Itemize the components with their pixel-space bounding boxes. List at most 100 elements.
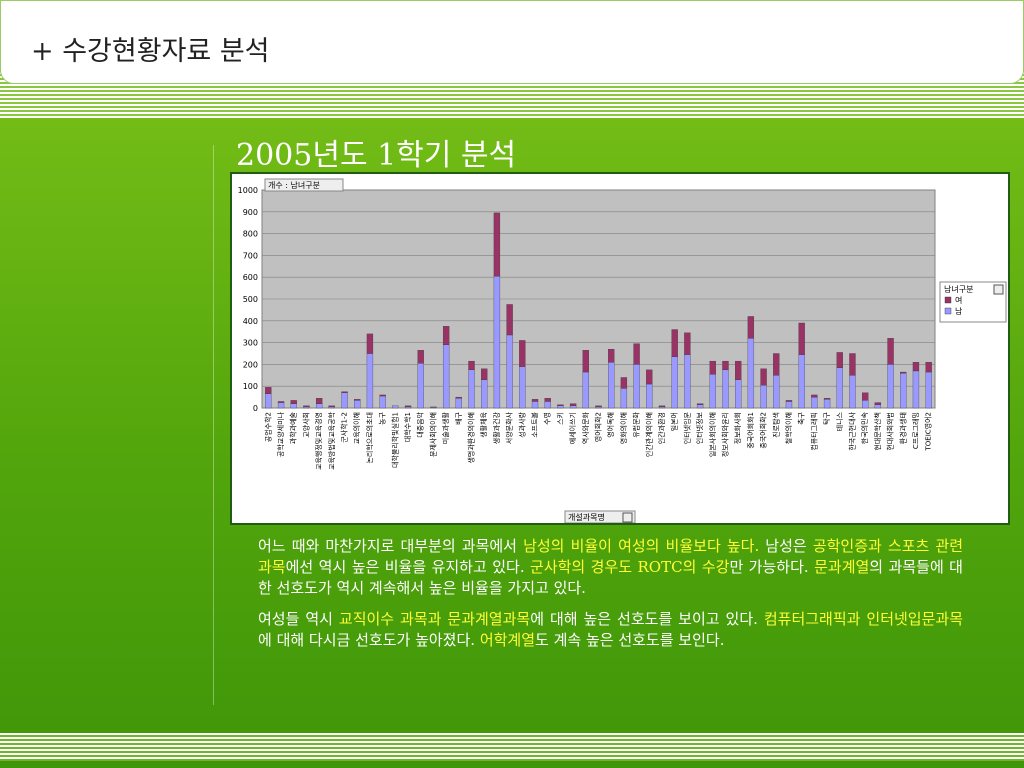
bar-segment	[658, 405, 666, 408]
bar-segment	[633, 364, 640, 409]
x-tick-label: 수영	[543, 412, 552, 425]
y-tick-label: 300	[243, 339, 258, 348]
bar-segment	[696, 404, 704, 409]
bar-segment	[531, 399, 539, 402]
highlight-text: 군사학의 경우도 ROTC의 수강	[530, 558, 730, 576]
bar-segment	[760, 368, 767, 386]
bar-segment	[595, 405, 602, 408]
bar-segment	[709, 360, 716, 375]
legend-title: 남녀구분	[944, 285, 973, 294]
paragraph: 어느 때와 마찬가지로 대부분의 과목에서 남성의 비율이 여성의 비율보다 높…	[258, 536, 963, 599]
bar-segment	[658, 406, 666, 409]
bar-segment	[671, 329, 678, 357]
bar-segment	[468, 369, 475, 409]
x-tick-label: 논리학으로의초대	[365, 412, 374, 464]
bar-segment	[569, 405, 577, 409]
bar-segment	[925, 371, 932, 409]
x-tick-label: 대중음악	[417, 411, 425, 437]
body-text: 어느 때와 마찬가지로 대부분의 과목에서 남성의 비율이 여성의 비율보다 높…	[258, 536, 963, 661]
bar-segment	[912, 362, 920, 372]
x-tick-label: 군사학1-2	[340, 412, 349, 443]
bar-segment	[900, 371, 907, 374]
bar-segment	[455, 396, 462, 399]
bar-segment	[811, 396, 818, 409]
bar-segment	[874, 404, 882, 409]
x-tick-label: 인터넷정보	[695, 411, 704, 444]
bar-segment	[608, 348, 615, 363]
slide-title: + 수강현황자료 분석	[31, 36, 270, 67]
highlight-text: 공학인증과 스포츠 관련 과목	[258, 537, 963, 576]
bar-segment	[544, 398, 551, 402]
bar-segment	[506, 304, 513, 336]
legend-dropdown	[993, 284, 1004, 295]
bar-segment	[493, 212, 501, 277]
x-tick-label: 교육방법및교육공학	[327, 411, 336, 470]
bar-segment	[544, 401, 551, 409]
x-tick-label: 철학의이해	[784, 412, 793, 444]
bar-segment	[798, 322, 805, 355]
axis-dropdown	[622, 512, 633, 523]
bar-segment	[481, 368, 488, 380]
text: 도 계속 높은 선호도를 보인다.	[535, 631, 725, 649]
x-tick-label: 성과사랑	[517, 411, 526, 437]
x-tick-label: 정보사회와윤리	[720, 412, 729, 457]
highlight-text: 교직이수 과목과 문과계열과목	[338, 610, 531, 628]
bar-segment	[531, 401, 539, 409]
x-tick-label: 공학교양세미나	[276, 411, 285, 457]
text: 에선 역시 높은 비율을 유지하고 있다.	[285, 558, 531, 576]
chart: 0 100 200 300 400 500 600 700 800 900 1000 개수 : 남녀구…	[230, 172, 1010, 525]
bar-segment	[735, 360, 742, 380]
bar-segment	[455, 398, 462, 409]
bar-segment	[620, 377, 628, 389]
x-tick-label: 교양사회	[301, 412, 310, 438]
bar-segment	[379, 394, 386, 397]
x-tick-label: 일본사회의이해	[708, 412, 717, 457]
x-tick-label: 스키	[555, 412, 564, 425]
y-tick-label: 200	[243, 360, 258, 369]
x-tick-label: C프로그래밍	[911, 412, 920, 449]
x-tick-label: 역사와문화	[581, 411, 590, 444]
x-tick-label: 문제사회의이해	[428, 412, 437, 457]
bar-segment	[315, 398, 323, 404]
bar-segment	[417, 350, 424, 364]
x-tick-label: TOEIC영어2	[924, 412, 933, 452]
text: 에 대해 다시금 선호도가 높아졌다.	[258, 631, 480, 649]
x-axis-label: 개설과목명	[568, 512, 605, 522]
bar-segment	[265, 387, 272, 394]
bar-segment	[887, 338, 894, 365]
bar-segment	[519, 340, 526, 367]
bar-segment	[277, 401, 285, 403]
bar-segment	[354, 399, 361, 401]
text: 만 가능하다.	[729, 558, 815, 576]
x-tick-label: 대학수학1	[403, 412, 412, 442]
x-tick-label: 유럽문화	[632, 411, 641, 437]
bar-segment	[887, 364, 894, 409]
bar-segment	[900, 372, 907, 409]
y-tick-label: 900	[243, 208, 258, 217]
x-tick-label: 컴퓨터그래픽	[809, 412, 818, 451]
x-tick-label: 중국어회화1	[746, 412, 755, 449]
bar-segment	[785, 400, 793, 402]
bar-segment	[417, 363, 424, 409]
x-tick-label: 생활체육	[479, 411, 488, 437]
bar-segment	[862, 392, 869, 401]
x-tick-label: 인간관계의이해	[644, 412, 653, 457]
x-tick-label: 교육행정및교육경영	[314, 412, 323, 470]
legend-label: 남	[955, 307, 963, 316]
bar-segment	[442, 326, 450, 345]
bar-segment	[747, 316, 755, 339]
bar-segment	[823, 398, 831, 400]
x-tick-label: 한국근현대사	[847, 411, 856, 450]
x-tick-label: 환경과생태	[898, 412, 907, 444]
bar-segment	[265, 393, 272, 409]
x-tick-label: 한국의민속	[860, 411, 869, 444]
bar-segment	[582, 350, 589, 373]
text: 에 대해 높은 선호도를 보이고 있다.	[530, 610, 764, 628]
bar-segment	[735, 379, 742, 409]
bar-segment	[519, 366, 526, 409]
bar-segment	[633, 343, 640, 365]
x-tick-label: 미술과생활	[441, 411, 450, 444]
x-tick-label: 에세이쓰기	[568, 412, 577, 444]
bar-segment	[341, 391, 348, 393]
